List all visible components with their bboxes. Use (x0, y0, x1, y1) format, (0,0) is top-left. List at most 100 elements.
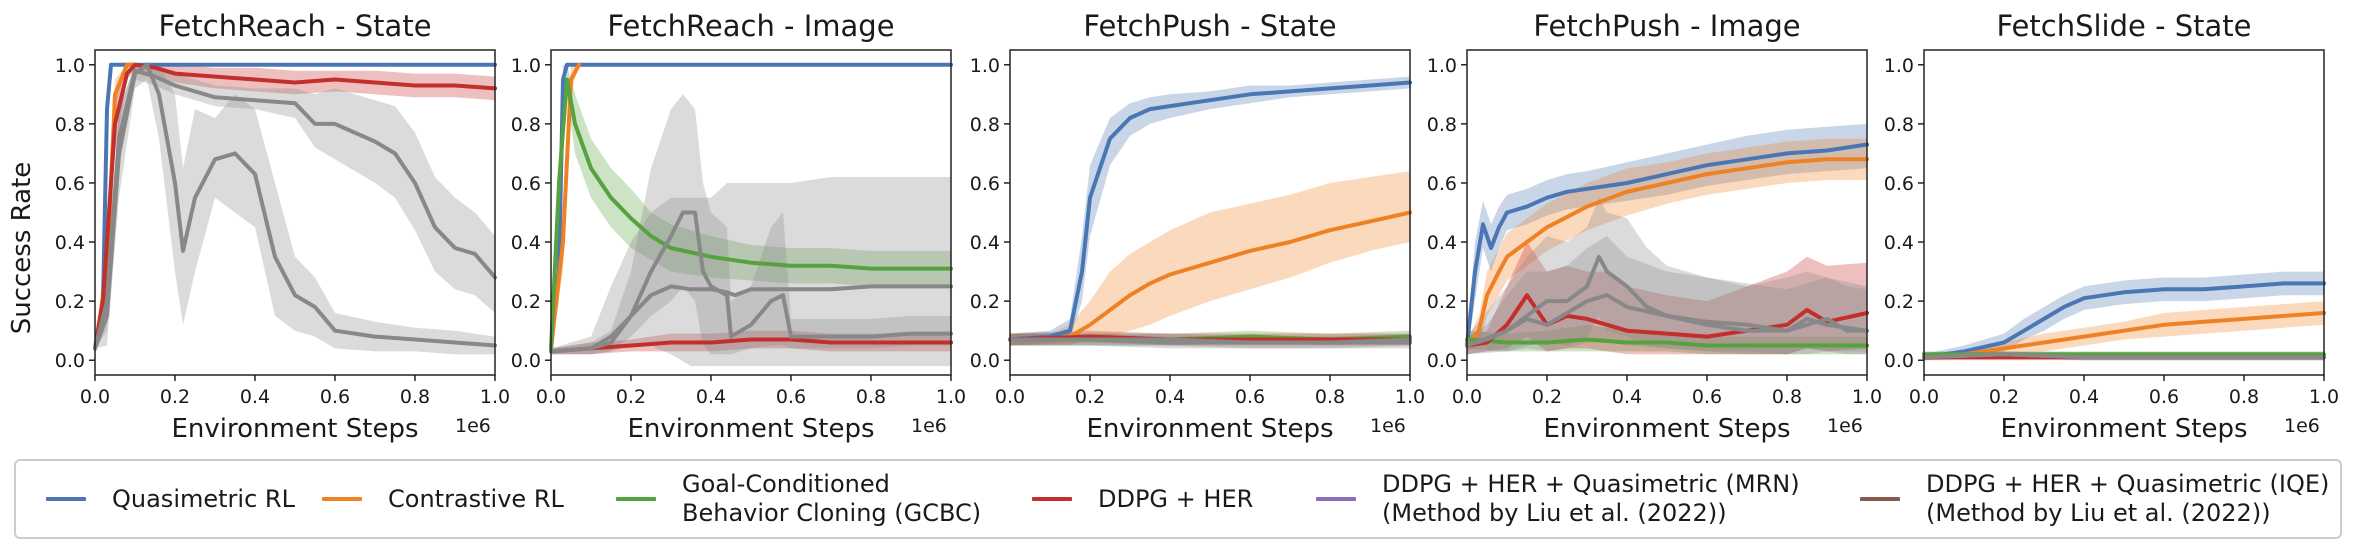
x-axis-label: Environment Steps (627, 414, 874, 444)
x-tick-label: 0.6 (1692, 386, 1722, 408)
legend-label-mrn: DDPG + HER + Quasimetric (MRN) (Method b… (1382, 470, 1800, 527)
x-tick-label: 0.4 (1155, 386, 1185, 408)
legend-swatch-mrn (1316, 497, 1356, 501)
band-ddpg-her-quasimetric-iqe-fetchreach-image (551, 177, 951, 367)
band-ddpg-her-quasimetric-iqe-fetchreach-state (95, 64, 495, 349)
y-tick-label: 1.0 (1427, 55, 1457, 77)
line-ddpg-her-quasimetric-iqe-fetchpush-image (1465, 293, 1869, 348)
y-tick-label: 0.8 (1427, 114, 1457, 136)
y-tick-label: 1.0 (55, 55, 85, 77)
y-tick-label: 0.0 (970, 350, 1000, 372)
x-tick-label: 1.0 (2309, 386, 2339, 408)
x-tick-label: 0.8 (1772, 386, 1802, 408)
x-tick-label: 0.0 (1909, 386, 1939, 408)
y-tick-label: 0.0 (1427, 350, 1457, 372)
legend-item-gcbc: Goal-Conditioned Behavior Cloning (GCBC) (616, 461, 981, 537)
legend-label-gcbc: Goal-Conditioned Behavior Cloning (GCBC) (682, 470, 982, 527)
panel-title: FetchPush - State (1083, 9, 1336, 43)
panel-fetchslide-state: 0.0 0.2 0.4 0.6 0.8 1.0 0.0 0.2 0.4 0.6 0.8 1.0 Fetc… (1884, 9, 2339, 444)
band-quasimetric-rl-fetchpush-image (1467, 123, 1867, 352)
line-goal-conditioned-behavior-cloning-gcbc-fetchreach-image (549, 77, 953, 351)
x-axis-label: Environment Steps (2000, 414, 2247, 444)
bands-fetchreach-state (95, 64, 495, 355)
y-tick-label: 1.0 (970, 55, 1000, 77)
line-ddpg-her-quasimetric-iqe-fetchslide-state (1922, 352, 2326, 360)
legend-item-mrn: DDPG + HER + Quasimetric (MRN) (Method b… (1316, 461, 1800, 537)
y-tick-label: 0.0 (1884, 350, 1914, 372)
line-goal-conditioned-behavior-cloning-gcbc-fetchpush-image (1465, 337, 1869, 348)
band-goal-conditioned-behavior-cloning-gcbc-fetchreach-image (551, 64, 951, 349)
x-tick-label: 0.0 (80, 386, 110, 408)
legend-swatch-ddpg-her (1032, 497, 1072, 501)
line-ddpg-her-fetchreach-state (93, 62, 497, 351)
bands-fetchpush-state (1010, 76, 1410, 349)
line-quasimetric-rl-fetchslide-state (1922, 281, 2326, 360)
x-axis-label: Environment Steps (171, 414, 418, 444)
x-tick-label: 0.4 (696, 386, 726, 408)
x-tick-label: 0.4 (240, 386, 270, 408)
y-tick-label: 0.4 (970, 232, 1000, 254)
line-quasimetric-rl-fetchpush-state (1008, 80, 1412, 342)
line-ddpg-her-quasimetric-iqe-fetchreach-state (93, 68, 497, 351)
x-tick-label: 0.0 (1452, 386, 1482, 408)
legend-label-ddpg-her: DDPG + HER (1098, 484, 1254, 513)
x-tick-label: 0.2 (1075, 386, 1105, 408)
legend-swatch-contrastive-rl (322, 497, 362, 501)
panels: 0.0 0.2 0.4 0.6 0.8 1.00.00.20.40.60.81.0Fetc… (55, 9, 2339, 444)
band-ddpg-her-quasimetric-mrn-fetchreach-image (551, 94, 951, 355)
panel-fetchpush-state: 0.0 0.2 0.4 0.6 0.8 1.0 0.0 0.2 0.4 0.6 0.8 1.0 Fetc… (970, 9, 1425, 444)
x-tick-label: 0.2 (1989, 386, 2019, 408)
panel-title: FetchPush - Image (1533, 9, 1800, 43)
y-tick-label: 0.2 (1427, 291, 1457, 313)
x-tick-label: 0.2 (1532, 386, 1562, 408)
x-axis-multiplier: 1e6 (1827, 415, 1863, 437)
x-tick-label: 0.4 (2069, 386, 2099, 408)
x-axis-label: Environment Steps (1543, 414, 1790, 444)
line-quasimetric-rl-fetchpush-image (1465, 142, 1869, 348)
panel-fetchpush-image: 0.0 0.2 0.4 0.6 0.8 1.0 0.0 0.2 0.4 0.6 0.8 1.0 Fetc… (1427, 9, 1882, 444)
line-ddpg-her-fetchpush-image (1465, 293, 1869, 348)
legend-swatch-iqe (1860, 497, 1900, 501)
x-tick-label: 0.6 (1235, 386, 1265, 408)
band-quasimetric-rl-fetchslide-state (1924, 271, 2324, 361)
line-ddpg-her-quasimetric-iqe-fetchreach-image (549, 284, 953, 354)
y-tick-label: 0.2 (1884, 291, 1914, 313)
line-contrastive-rl-fetchpush-state (1008, 210, 1412, 342)
y-tick-label: 0.2 (511, 291, 541, 313)
lines-fetchpush-state (1008, 80, 1412, 345)
y-tick-label: 1.0 (1884, 55, 1914, 77)
legend-swatch-quasimetric-rl (46, 497, 86, 501)
axes-frame-fetchpush-state (1009, 49, 1411, 376)
band-ddpg-her-quasimetric-iqe-fetchpush-image (1467, 236, 1867, 355)
x-tick-label: 0.8 (400, 386, 430, 408)
y-tick-label: 0.4 (1884, 232, 1914, 254)
legend: Quasimetric RL Contrastive RL Goal-Condi… (14, 459, 2342, 539)
y-tick-label: 0.6 (970, 173, 1000, 195)
x-tick-label: 1.0 (1852, 386, 1882, 408)
legend-item-iqe: DDPG + HER + Quasimetric (IQE) (Method b… (1860, 461, 2329, 537)
y-tick-label: 0.0 (55, 350, 85, 372)
x-tick-label: 0.6 (776, 386, 806, 408)
x-tick-label: 1.0 (480, 386, 510, 408)
y-axis-label: Success Rate (7, 162, 37, 335)
x-tick-label: 0.2 (160, 386, 190, 408)
legend-label-iqe: DDPG + HER + Quasimetric (IQE) (Method b… (1926, 470, 2330, 527)
axes-frame-fetchslide-state (1923, 49, 2325, 376)
x-axis-multiplier: 1e6 (1370, 415, 1406, 437)
panel-title: FetchReach - State (158, 9, 431, 43)
y-tick-label: 0.4 (1427, 232, 1457, 254)
axes-frame-fetchreach-state (94, 49, 496, 376)
x-tick-label: 0.0 (536, 386, 566, 408)
x-axis-label: Environment Steps (1086, 414, 1333, 444)
x-tick-label: 0.0 (995, 386, 1025, 408)
y-tick-label: 0.6 (55, 173, 85, 195)
y-tick-label: 0.6 (511, 173, 541, 195)
line-contrastive-rl-fetchreach-image (549, 62, 581, 351)
panel-title: FetchReach - Image (607, 9, 894, 43)
lines-fetchreach-image (549, 62, 953, 354)
y-tick-label: 0.4 (55, 232, 85, 254)
line-contrastive-rl-fetchpush-image (1465, 157, 1869, 348)
y-tick-label: 0.8 (55, 114, 85, 136)
legend-item-ddpg-her: DDPG + HER (1032, 461, 1253, 537)
lines-fetchreach-state (93, 62, 497, 351)
